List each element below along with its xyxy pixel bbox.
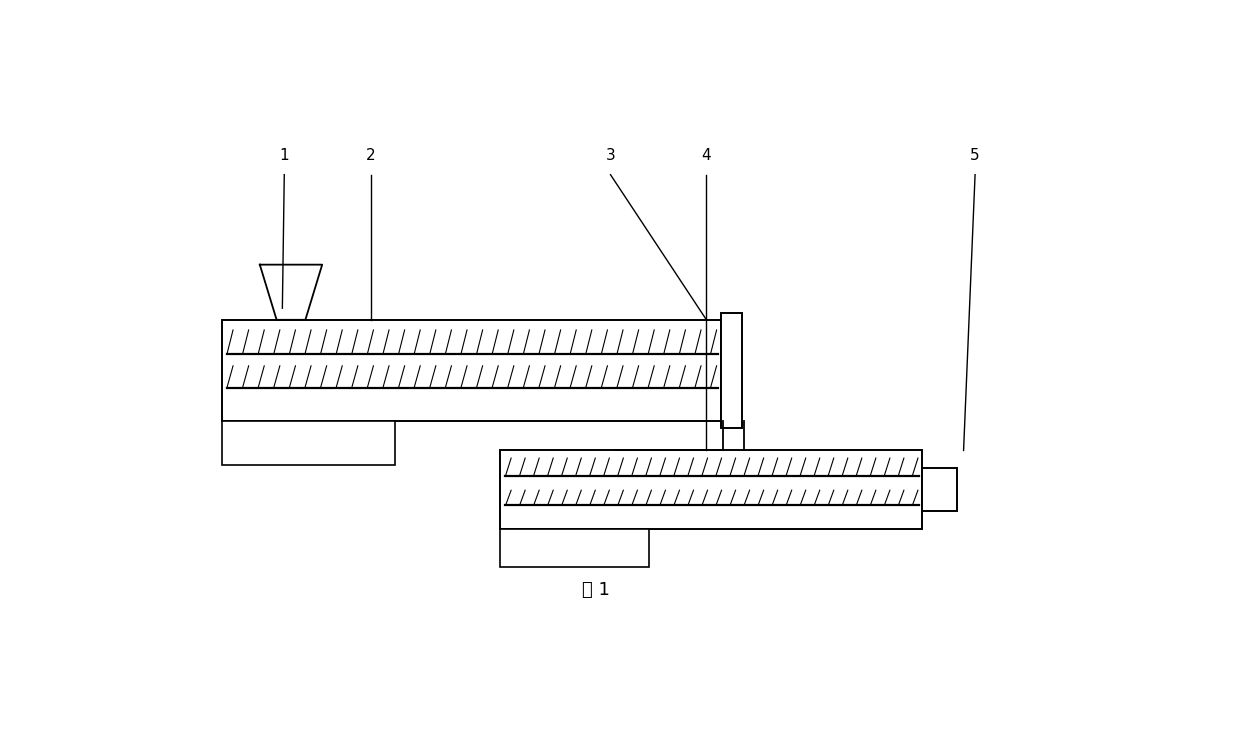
Bar bbox=[222, 320, 721, 421]
Bar bbox=[500, 529, 649, 566]
Text: 4: 4 bbox=[702, 148, 712, 163]
Bar bbox=[721, 313, 742, 428]
Bar bbox=[922, 468, 957, 511]
Bar bbox=[222, 421, 395, 465]
Text: 图 1: 图 1 bbox=[582, 581, 610, 599]
Text: 3: 3 bbox=[605, 148, 615, 163]
Text: 5: 5 bbox=[971, 148, 980, 163]
Text: 2: 2 bbox=[365, 148, 375, 163]
Text: 1: 1 bbox=[280, 148, 290, 163]
Bar bbox=[500, 450, 922, 529]
